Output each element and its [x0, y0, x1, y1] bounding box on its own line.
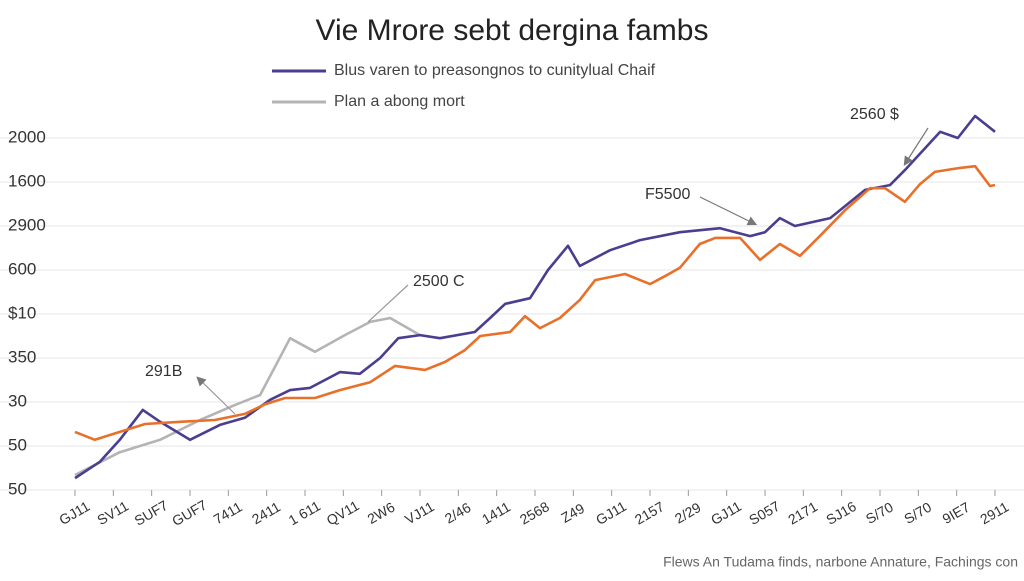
x-tick-label: 2/29: [672, 499, 704, 527]
x-tick-label: 1411: [479, 498, 513, 527]
x-tick-label: 2171: [785, 498, 820, 528]
x-tick-label: 2911: [977, 498, 1011, 527]
x-tick-label: 9IE7: [940, 499, 973, 527]
y-tick-label: 2900: [8, 215, 46, 234]
y-tick-label: 50: [8, 479, 27, 498]
y-tick-label: $10: [8, 303, 36, 322]
annotation-arrow: [367, 284, 409, 323]
y-tick-label: 2000: [8, 127, 46, 146]
series-line: [74, 114, 996, 480]
x-tick-label: VJ11: [402, 498, 437, 527]
x-tick-label: S/70: [901, 499, 934, 527]
y-tick-label: 50: [8, 435, 27, 454]
y-tick-label: 30: [8, 391, 27, 410]
x-tick-label: SV11: [94, 498, 131, 529]
x-tick-label: 2157: [632, 498, 667, 528]
annotation: 291B: [145, 363, 182, 380]
annotation-arrow: [903, 127, 929, 167]
x-tick-label: GUF7: [169, 497, 210, 530]
annotation-arrow: [699, 196, 758, 226]
x-tick-label: 1 611: [286, 497, 324, 528]
footer: Flews An Tudama finds, narbone Annature,…: [663, 554, 1018, 570]
x-tick-label: Z49: [558, 500, 587, 526]
x-tick-label: 7411: [211, 498, 245, 527]
x-tick-label: 2568: [517, 498, 552, 528]
y-tick-label: 1600: [8, 171, 46, 190]
annotation: F5500: [645, 186, 690, 203]
annotation-arrow: [196, 376, 236, 415]
x-tick-label: 2411: [249, 498, 283, 527]
x-tick-label: GJ11: [56, 498, 92, 528]
x-tick-label: GJ11: [593, 498, 629, 528]
series-line: [74, 316, 421, 477]
chart-title: Vie Mrore sebt dergina fambs: [316, 14, 709, 47]
x-tick-label: 2W6: [365, 499, 398, 527]
x-tick-label: 2/46: [442, 499, 474, 527]
x-tick-label: S057: [746, 498, 783, 528]
legend-label: Plan a abong mort: [334, 93, 465, 110]
x-tick-label: QV11: [324, 497, 362, 528]
x-tick-label: GJ11: [708, 498, 744, 528]
y-tick-label: 350: [8, 347, 36, 366]
series-line: [74, 164, 996, 442]
legend-label: Blus varen to preasongnos to cunitylual …: [334, 62, 656, 79]
y-tick-label: 600: [8, 259, 36, 278]
x-tick-label: SJ16: [823, 498, 859, 528]
annotation: 2560 $: [850, 106, 899, 123]
series: [74, 114, 996, 480]
annotation: 2500 C: [413, 273, 465, 290]
x-tick-label: SUF7: [132, 497, 171, 529]
x-tick-label: S/70: [863, 499, 896, 527]
